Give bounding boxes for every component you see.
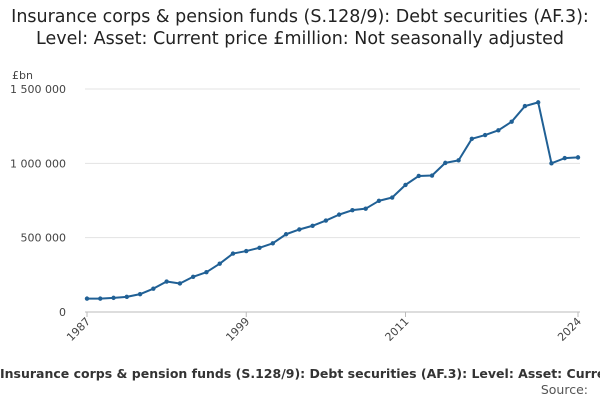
- data-point[interactable]: [562, 155, 567, 161]
- data-point[interactable]: [124, 294, 130, 300]
- data-point[interactable]: [297, 227, 302, 232]
- data-point[interactable]: [336, 212, 342, 217]
- data-point[interactable]: [270, 241, 275, 246]
- y-tick-label: 1 500 000: [10, 83, 66, 96]
- data-point[interactable]: [403, 182, 408, 188]
- data-point[interactable]: [84, 296, 90, 301]
- data-point[interactable]: [111, 295, 116, 301]
- y-tick-label: 1 000 000: [10, 157, 66, 170]
- series-line: [87, 101, 579, 300]
- data-point[interactable]: [376, 198, 382, 203]
- data-point[interactable]: [190, 274, 196, 279]
- x-tick-label: 1987: [64, 315, 93, 344]
- data-point[interactable]: [575, 155, 581, 160]
- data-point[interactable]: [217, 261, 222, 266]
- data-point[interactable]: [257, 245, 262, 250]
- data-point[interactable]: [363, 206, 368, 211]
- data-point[interactable]: [443, 160, 448, 166]
- data-point[interactable]: [151, 286, 156, 291]
- data-point[interactable]: [137, 291, 143, 297]
- data-point[interactable]: [469, 136, 475, 142]
- data-point[interactable]: [456, 158, 461, 163]
- data-point[interactable]: [509, 119, 514, 124]
- data-point[interactable]: [350, 207, 355, 213]
- gridlines: [85, 88, 580, 313]
- y-axis-label: £bn: [12, 69, 33, 82]
- source-label: Source:: [540, 382, 588, 397]
- data-point[interactable]: [164, 279, 169, 284]
- data-point[interactable]: [310, 223, 315, 228]
- x-tick-label: 1999: [223, 315, 252, 344]
- data-point[interactable]: [522, 103, 528, 109]
- data-point[interactable]: [204, 269, 209, 275]
- x-tick-label: 2024: [555, 315, 584, 344]
- data-point[interactable]: [98, 296, 103, 301]
- data-point[interactable]: [230, 251, 236, 256]
- data-point[interactable]: [323, 218, 329, 223]
- data-point[interactable]: [482, 132, 488, 138]
- x-tick-label: 2011: [383, 315, 412, 344]
- y-tick-label: 0: [59, 306, 66, 319]
- data-point[interactable]: [535, 100, 541, 105]
- data-point[interactable]: [177, 281, 183, 286]
- y-tick-label: 500 000: [21, 232, 67, 245]
- series-group: [84, 100, 581, 301]
- data-point[interactable]: [549, 161, 554, 166]
- footer-caption: Insurance corps & pension funds (S.128/9…: [0, 366, 600, 381]
- data-point[interactable]: [429, 173, 435, 178]
- y-tick-labels: 0 500 000 1 000 000 1 500 000: [10, 83, 66, 319]
- data-point[interactable]: [283, 232, 289, 237]
- data-point[interactable]: [390, 195, 395, 200]
- data-point[interactable]: [496, 128, 501, 133]
- data-point[interactable]: [416, 173, 421, 179]
- chart-title: Insurance corps & pension funds (S.128/9…: [11, 7, 589, 49]
- data-point[interactable]: [244, 248, 249, 254]
- x-tick-labels: 1987 1999 2011 2024: [64, 312, 584, 344]
